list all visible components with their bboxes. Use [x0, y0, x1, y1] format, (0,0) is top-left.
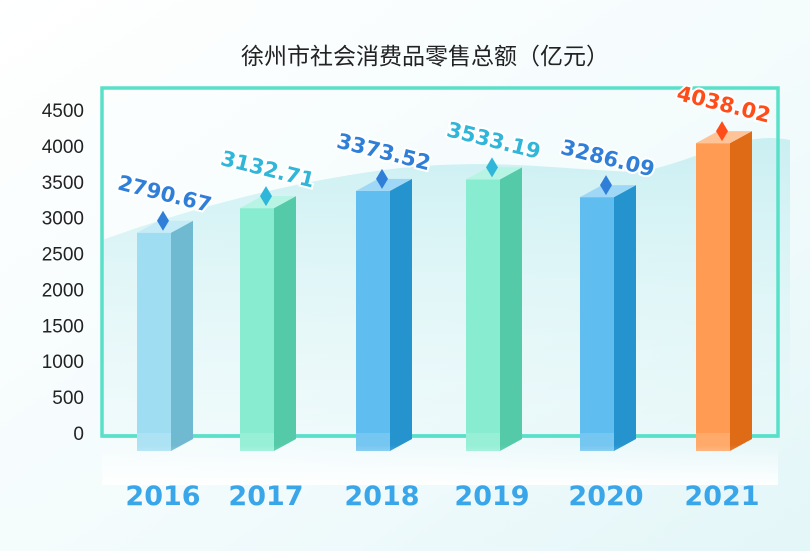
bar-side-face: [614, 185, 636, 451]
value-marker: [376, 168, 388, 189]
value-marker: [716, 121, 728, 142]
y-tick-label: 1500: [42, 316, 84, 337]
x-tick-label: 2019: [454, 481, 529, 512]
x-tick-label: 2018: [344, 481, 419, 512]
bar-2017: [240, 186, 296, 451]
bar-side-face: [500, 167, 522, 451]
x-tick-label: 2021: [684, 481, 759, 512]
bar-side-face: [730, 131, 752, 451]
y-tick-label: 4000: [42, 137, 84, 158]
bar-front-face: [580, 197, 614, 433]
bar-2019: [466, 157, 522, 451]
y-tick-label: 4500: [42, 101, 84, 122]
bar-2016: [137, 210, 193, 451]
x-tick-label: 2017: [228, 481, 303, 512]
bar-side-face: [390, 178, 412, 451]
value-marker: [486, 157, 498, 178]
y-tick-label: 500: [52, 388, 84, 409]
value-marker: [157, 210, 169, 231]
bar-series: [137, 121, 752, 451]
y-tick-label: 2000: [42, 280, 84, 301]
y-tick-label: 3500: [42, 173, 84, 194]
bar-front-face: [696, 143, 730, 433]
bar-front-face: [137, 232, 171, 433]
bar-front-face: [466, 179, 500, 433]
bar-2020: [580, 175, 636, 451]
x-tick-label: 2016: [125, 481, 200, 512]
bar-front-face: [356, 190, 390, 433]
y-tick-label: 3000: [42, 209, 84, 230]
value-marker: [260, 186, 272, 207]
y-tick-label: 1000: [42, 352, 84, 373]
value-marker: [600, 175, 612, 196]
y-tick-label: 0: [73, 424, 84, 445]
y-axis: 0 500 1000 1500 2000 2500 3000 3500 4000 4500: [42, 101, 84, 445]
bar-2021: [696, 121, 752, 451]
bar-side-face: [171, 220, 193, 451]
x-axis-labels: 2016 2017 2018 2019 2020 2021: [125, 481, 759, 512]
bar-front-face: [240, 208, 274, 433]
floor-fade: [102, 445, 778, 485]
bar-side-face: [274, 196, 296, 451]
x-tick-label: 2020: [568, 481, 643, 512]
bar-2018: [356, 168, 412, 451]
y-tick-label: 2500: [42, 245, 84, 266]
chart-title: 徐州市社会消费品零售总额（亿元）: [241, 44, 609, 70]
